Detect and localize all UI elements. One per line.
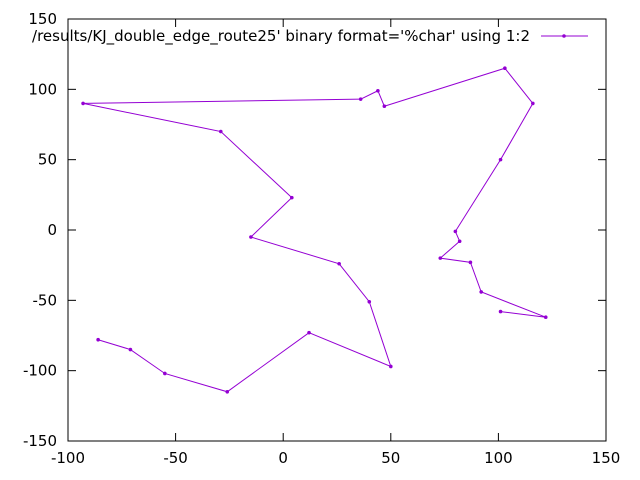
route-point (358, 97, 363, 101)
x-tick-labels: -100 -50 0 50 100 150 (51, 449, 620, 467)
x-tick-label: -50 (163, 449, 188, 467)
y-tick-label: 150 (28, 10, 57, 28)
route-point (468, 260, 473, 265)
route-point (218, 129, 223, 134)
y-tick-label: 100 (28, 80, 57, 98)
y-tick-label: -50 (33, 291, 58, 309)
route-point (96, 337, 100, 342)
route-point (382, 104, 387, 109)
x-tick-label: 50 (381, 449, 400, 467)
route-point (479, 290, 483, 294)
route-point (389, 364, 393, 369)
route-point (81, 101, 85, 106)
route-point (438, 256, 443, 260)
x-tick-label: 0 (278, 449, 288, 467)
y-tick-label: -100 (23, 362, 57, 380)
route-line-0 (82, 102, 392, 393)
route-point (543, 315, 548, 320)
legend: /results/KJ_double_edge_route25' binary … (32, 27, 588, 46)
route-point (249, 235, 253, 239)
route-point (498, 157, 503, 162)
x-tick-label: -100 (51, 449, 85, 467)
route-point (498, 309, 503, 314)
route-point (367, 299, 372, 304)
route-line-1 (360, 67, 546, 318)
axis-ticks (67, 18, 607, 442)
route-point (531, 101, 535, 106)
y-tick-label: -150 (23, 432, 57, 450)
plot-frame (67, 18, 607, 442)
route-point (290, 195, 294, 200)
x-tick-label: 100 (484, 449, 513, 467)
route-point (457, 239, 462, 244)
x-tick-label: 150 (592, 449, 621, 467)
legend-label: /results/KJ_double_edge_route25' binary … (32, 27, 530, 46)
y-tick-labels: 150 100 50 0 -50 -100 -150 (23, 10, 57, 450)
route-point (337, 261, 341, 266)
y-tick-label: 50 (38, 151, 57, 169)
data-series (81, 66, 548, 394)
route-point (453, 229, 458, 234)
legend-point-sample (562, 34, 566, 38)
route-point (503, 66, 507, 71)
route-point (163, 371, 167, 376)
route-point (128, 347, 133, 352)
route-point (307, 330, 311, 335)
route-point (376, 88, 380, 93)
route-connector-segment (83, 98, 361, 104)
y-tick-label: 0 (47, 221, 57, 239)
route-point (225, 389, 230, 394)
